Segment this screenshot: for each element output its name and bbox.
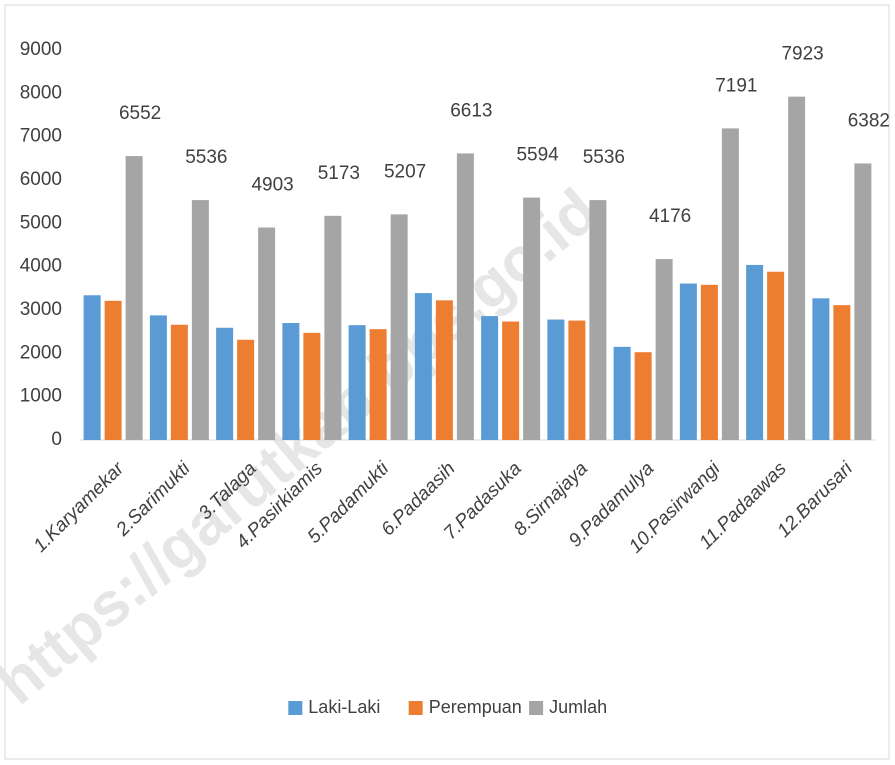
bar [589, 200, 607, 440]
legend-swatch [529, 701, 544, 715]
y-tick-label: 7000 [20, 126, 62, 147]
bar [788, 96, 806, 441]
bar [634, 352, 652, 440]
bar [613, 346, 631, 440]
y-tick-label: 2000 [20, 342, 62, 363]
bar [568, 320, 586, 440]
bar [191, 200, 209, 440]
legend-swatch [408, 701, 423, 715]
y-tick-label: 1000 [20, 386, 62, 407]
bar [502, 321, 520, 440]
bar [83, 295, 101, 440]
bar [237, 339, 255, 440]
y-tick-label: 3000 [20, 299, 62, 320]
bar [700, 284, 718, 440]
y-tick-label: 5000 [20, 212, 62, 233]
bar [435, 300, 453, 440]
data-label: 5594 [516, 145, 559, 166]
bar [812, 298, 830, 440]
y-tick-label: 0 [51, 429, 62, 450]
bar [414, 293, 432, 440]
bar [456, 153, 474, 441]
legend-label: Perempuan [429, 697, 522, 717]
bar [324, 215, 342, 440]
data-label: 7923 [781, 44, 823, 65]
data-label: 5207 [384, 161, 426, 182]
bar [282, 323, 300, 440]
bar [679, 283, 697, 440]
bar [767, 271, 785, 440]
bar [721, 128, 739, 440]
bar [149, 315, 167, 440]
bar [523, 197, 541, 440]
bar [481, 316, 499, 440]
bar [746, 264, 764, 440]
bar [833, 305, 851, 440]
bar [303, 332, 321, 440]
bar [655, 259, 673, 440]
legend-label: Jumlah [549, 697, 607, 717]
bar [390, 214, 408, 440]
data-label: 6382 [848, 110, 890, 131]
bar [547, 319, 565, 440]
data-label: 5536 [583, 147, 625, 168]
data-label: 7191 [715, 75, 757, 96]
legend-label: Laki-Laki [308, 697, 380, 717]
y-tick-label: 8000 [20, 82, 62, 103]
bar [854, 163, 872, 441]
data-label: 5536 [185, 147, 227, 168]
y-tick-label: 4000 [20, 256, 62, 277]
bar [258, 227, 276, 440]
data-label: 6613 [450, 100, 492, 121]
bar [170, 324, 188, 440]
bar [216, 327, 234, 440]
bar [369, 329, 387, 440]
data-label: 4176 [649, 206, 691, 227]
data-label: 6552 [119, 103, 161, 124]
bar [125, 156, 143, 440]
legend-swatch [288, 701, 303, 715]
y-tick-label: 9000 [20, 39, 62, 60]
y-tick-label: 6000 [20, 169, 62, 190]
bar [348, 325, 366, 440]
data-label: 4903 [251, 175, 293, 196]
data-label: 5173 [318, 163, 360, 184]
bar [104, 300, 122, 440]
